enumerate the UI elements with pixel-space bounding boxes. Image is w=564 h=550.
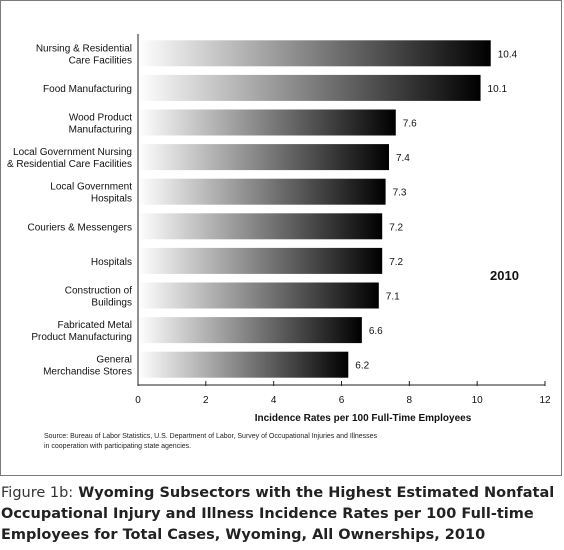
bar (138, 74, 481, 101)
bar (138, 317, 362, 344)
bar (138, 351, 349, 378)
category-label: Food Manufacturing (43, 84, 132, 95)
value-label: 7.2 (389, 222, 403, 233)
x-tick-label: 2 (203, 395, 209, 406)
x-tick-label: 10 (472, 395, 484, 406)
bar (138, 213, 383, 240)
x-tick-label: 8 (407, 395, 413, 406)
x-tick-label: 12 (539, 395, 551, 406)
category-label: Wood Product Manufacturing (69, 113, 133, 136)
value-label: 10.1 (488, 84, 508, 95)
bar (138, 178, 386, 205)
category-label: Fabricated Metal Product Manufacturing (31, 320, 132, 343)
x-tick-label: 4 (271, 395, 277, 406)
bar (138, 40, 491, 67)
bar (138, 144, 389, 171)
x-tick-label: 6 (339, 395, 345, 406)
category-label: Couriers & Messengers (28, 222, 132, 233)
category-label: Hospitals (91, 257, 132, 268)
source-line: in cooperation with participating state … (44, 443, 192, 450)
bar (138, 109, 396, 136)
value-label: 7.1 (386, 292, 400, 303)
category-label: General Merchandise Stores (43, 355, 132, 378)
value-label: 6.6 (369, 326, 383, 337)
value-label: 10.4 (498, 49, 518, 60)
category-label: Local Government Hospitals (50, 182, 132, 205)
value-label: 7.3 (393, 188, 407, 199)
category-label: Nursing & Residential Care Facilities (36, 43, 132, 66)
x-axis-label: Incidence Rates per 100 Full-Time Employ… (255, 413, 472, 424)
bar (138, 247, 383, 274)
chart-frame: 10.4 Nursing & Residential Care Facilities… (0, 0, 562, 476)
figure-title: Wyoming Subsectors with the Highest Esti… (1, 485, 555, 543)
figure-label: Figure 1b: (1, 485, 74, 501)
category-label: Local Government Nursing & Residential Ca… (7, 147, 132, 170)
category-label: Construction of Buildings (65, 286, 132, 309)
source-note: Source: Bureau of Labor Statistics, U.S.… (44, 432, 514, 452)
source-line: Source: Bureau of Labor Statistics, U.S.… (44, 433, 378, 440)
bar-chart: 10.4 Nursing & Residential Care Facilities… (7, 34, 551, 424)
bar (138, 282, 379, 309)
x-tick-label: 0 (135, 395, 141, 406)
value-label: 6.2 (355, 361, 369, 372)
figure-caption: Figure 1b: Wyoming Subsectors with the H… (1, 483, 561, 546)
value-label: 7.2 (389, 257, 403, 268)
value-label: 7.6 (403, 119, 417, 130)
value-label: 7.4 (396, 153, 410, 164)
year-annotation: 2010 (490, 268, 519, 283)
